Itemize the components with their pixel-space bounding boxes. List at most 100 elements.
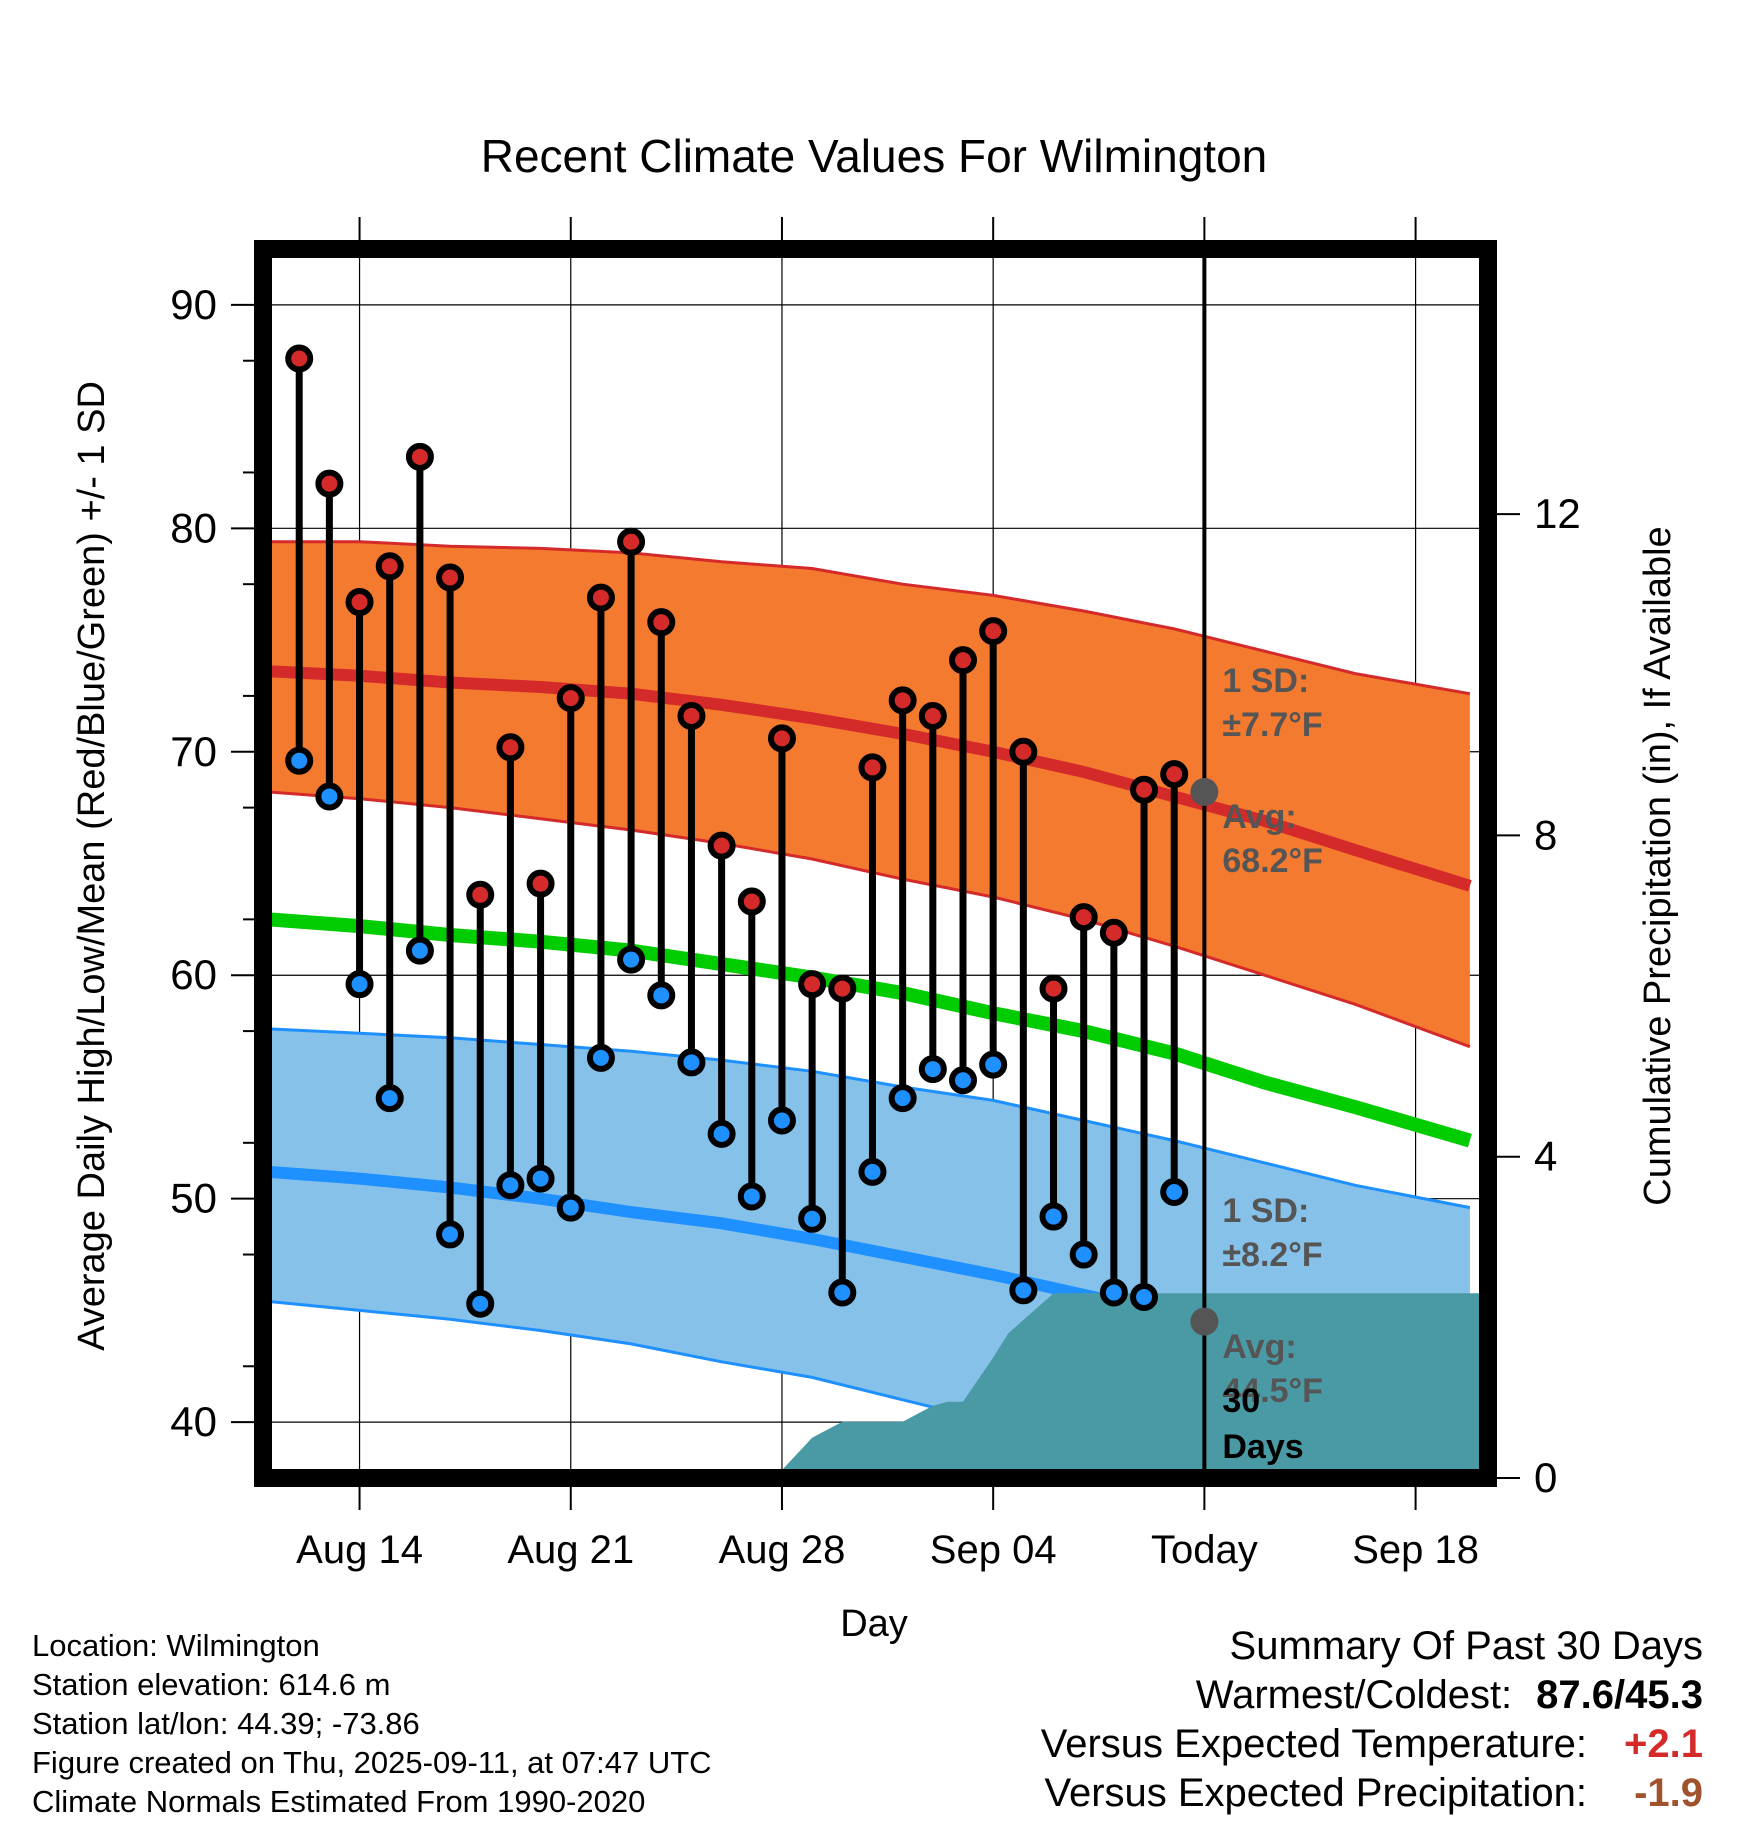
y-axis-title: Average Daily High/Low/Mean (Red/Blue/Gr…	[71, 381, 113, 1351]
low-point	[828, 1278, 857, 1307]
low-point	[375, 1084, 404, 1113]
high-point	[1160, 760, 1189, 789]
location-text: Location: Wilmington	[32, 1628, 320, 1663]
low-point	[345, 970, 374, 999]
low-point	[979, 1050, 1008, 1079]
precipitation-area	[269, 1293, 1488, 1478]
high-point	[586, 583, 615, 612]
low-point	[1009, 1276, 1038, 1305]
high-point	[798, 970, 827, 999]
x-tick-label: Today	[1151, 1528, 1258, 1572]
high-avg-value: 68.2°F	[1222, 842, 1323, 880]
low-point	[798, 1204, 827, 1233]
low-sd-label: 1 SD:	[1222, 1192, 1309, 1230]
high-avg-label: Avg:	[1222, 798, 1296, 836]
x-tick-label: Sep 04	[930, 1528, 1057, 1572]
high-point	[858, 753, 887, 782]
high-point	[345, 588, 374, 617]
high-point	[1130, 775, 1159, 804]
precip-vs-expected-label: Versus Expected Precipitation:	[1044, 1771, 1587, 1815]
high-point	[375, 552, 404, 581]
low-point	[496, 1171, 525, 1200]
x-tick-label: Aug 14	[296, 1528, 423, 1572]
low-point	[285, 746, 314, 775]
high-sd-value: ±7.7°F	[1222, 706, 1322, 744]
plot-area: 1 SD: ±7.7°F Avg: 68.2°F 1 SD: ±8.2°F Avg: 44.5…	[170, 217, 1581, 1572]
y-tick-label: 40	[170, 1398, 217, 1445]
warm-cold-value: 87.6/45.3	[1536, 1673, 1703, 1717]
low-point	[677, 1048, 706, 1077]
temp-vs-expected-value: +2.1	[1624, 1722, 1703, 1766]
y-tick-label: 90	[170, 281, 217, 328]
x-axis-title: Day	[840, 1603, 908, 1645]
high-point	[828, 974, 857, 1003]
x-tick-label: Sep 18	[1352, 1528, 1479, 1572]
x-tick-label: Aug 21	[507, 1528, 634, 1572]
low-point	[405, 936, 434, 965]
plot-frame	[254, 240, 1497, 1487]
low-point	[586, 1043, 615, 1072]
elevation-text: Station elevation: 614.6 m	[32, 1667, 391, 1702]
low-point	[767, 1106, 796, 1135]
high-point	[737, 887, 766, 916]
high-point	[556, 684, 585, 713]
high-band-upper-edge	[269, 540, 1471, 696]
low-band-lower-edge	[268, 1300, 1180, 1478]
y2-tick-label: 8	[1534, 811, 1557, 858]
low-point	[888, 1084, 917, 1113]
y2-tick-label: 4	[1534, 1133, 1557, 1180]
low-point	[918, 1055, 947, 1084]
low-point	[466, 1289, 495, 1318]
low-band-upper-edge	[268, 1027, 1471, 1210]
y2-tick-label: 12	[1534, 490, 1581, 537]
high-point	[466, 880, 495, 909]
days-count-value: 30	[1222, 1382, 1260, 1420]
low-point	[1069, 1240, 1098, 1269]
temp-vs-expected-label: Versus Expected Temperature:	[1040, 1722, 1587, 1766]
low-point	[858, 1157, 887, 1186]
high-point	[767, 724, 796, 753]
high-point	[1009, 737, 1038, 766]
high-point	[918, 702, 947, 731]
low-avg-value: 44.5°F	[1222, 1372, 1323, 1410]
high-point	[677, 702, 706, 731]
high-point	[1039, 974, 1068, 1003]
high-point	[949, 646, 977, 675]
normal-mean-line	[268, 912, 1472, 1148]
low-point	[737, 1182, 766, 1211]
low-point	[617, 945, 646, 974]
high-point	[526, 869, 555, 898]
low-point	[949, 1066, 977, 1095]
low-point	[1099, 1278, 1128, 1307]
high-point	[436, 563, 465, 592]
high-point	[1069, 903, 1098, 932]
y-tick-label: 80	[170, 504, 217, 551]
y-tick-label: 60	[170, 951, 217, 998]
high-point	[315, 469, 344, 498]
high-band-lower-edge	[268, 790, 1471, 1049]
high-point	[707, 831, 736, 860]
low-point	[315, 782, 344, 811]
low-point	[647, 981, 676, 1010]
high-point	[647, 608, 676, 637]
low-avg-marker	[1190, 1307, 1219, 1336]
high-point	[617, 527, 646, 556]
low-point	[1130, 1283, 1159, 1312]
low-point	[707, 1119, 736, 1148]
station-info: Location: Wilmington Station elevation: …	[32, 1626, 712, 1821]
high-point	[285, 344, 314, 373]
high-point	[496, 733, 525, 762]
low-point	[436, 1220, 465, 1249]
normals-text: Climate Normals Estimated From 1990-2020	[32, 1784, 646, 1819]
y2-axis-title: Cumulative Precipitation (in), If Availa…	[1637, 526, 1679, 1205]
summary-panel: Summary Of Past 30 Days Warmest/Coldest:…	[1041, 1622, 1703, 1818]
summary-precip-row: Versus Expected Precipitation: -1.9	[1041, 1769, 1703, 1818]
normal-high-line	[268, 665, 1472, 892]
x-tick-label: Aug 28	[719, 1528, 846, 1572]
y-tick-label: 50	[170, 1175, 217, 1222]
days-count-label: Days	[1222, 1428, 1303, 1466]
summary-temp-row: Versus Expected Temperature: +2.1	[1041, 1720, 1703, 1769]
high-point	[979, 617, 1008, 646]
low-point	[556, 1193, 585, 1222]
y-tick-label: 70	[170, 728, 217, 775]
